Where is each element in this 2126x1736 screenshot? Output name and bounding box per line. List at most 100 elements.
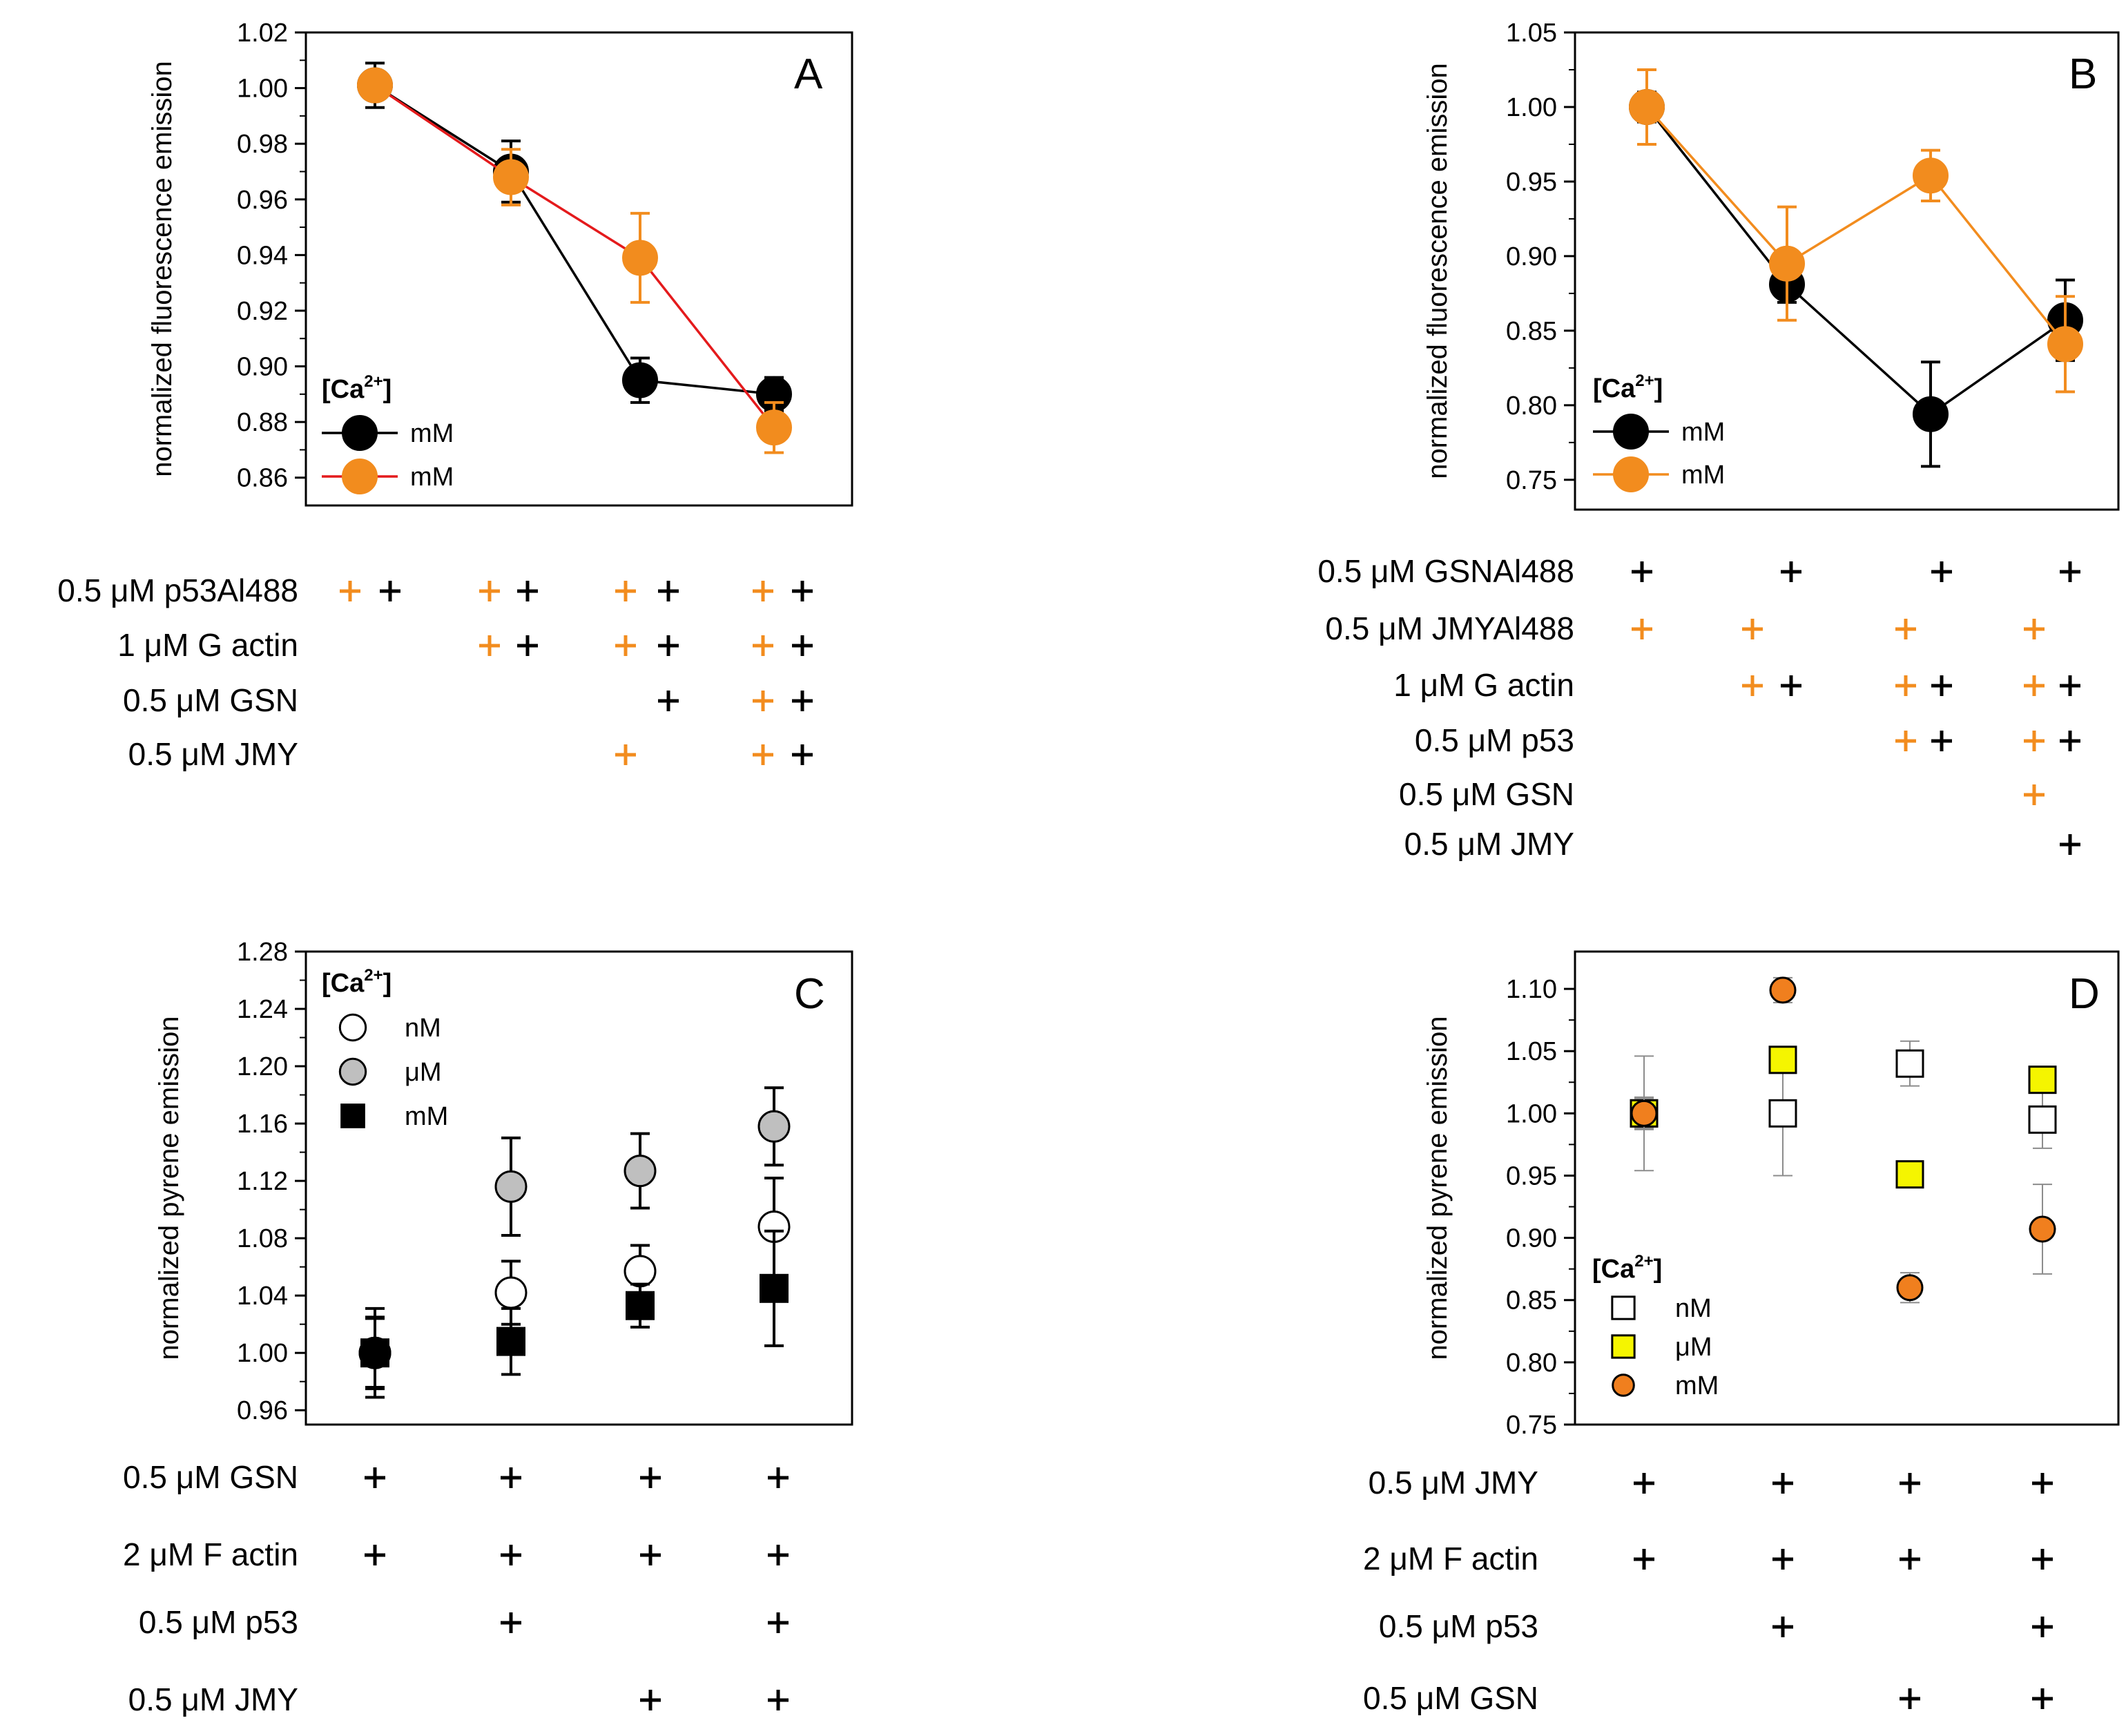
y-axis-label: normalized pyrene emission [1422, 1016, 1453, 1360]
data-point [2028, 1065, 2057, 1094]
y-tick-label: 1.20 [237, 1052, 288, 1081]
series-line-1 [374, 84, 775, 429]
data-point [1913, 396, 1949, 432]
data-point [496, 1327, 525, 1356]
panel-A: 0.86 0.88 0.90 0.92 0.94 0.96 0.98 1.00 1.02 norm… [57, 19, 853, 772]
y-tick-label: 0.90 [1506, 242, 1557, 271]
y-tick-label: 0.98 [237, 130, 288, 159]
data-point [360, 1338, 389, 1368]
data-point [340, 1103, 365, 1128]
legend-label: mM [405, 1102, 448, 1131]
data-point [2028, 1105, 2057, 1134]
y-tick-label: 0.85 [1506, 1286, 1557, 1315]
y-tick-label: 1.12 [237, 1167, 288, 1196]
plot-frame [1574, 31, 2120, 511]
plot-frame [1574, 950, 2120, 1426]
data-point [622, 240, 658, 276]
panel-letter: C [794, 970, 825, 1018]
data-point [357, 67, 393, 104]
data-point [338, 1013, 367, 1042]
condition-label: 0.5 μM p53 [1415, 722, 1574, 758]
y-tick-label: 1.00 [1506, 93, 1557, 122]
y-tick-label: 0.96 [237, 186, 288, 215]
legend-title-end: ] [1654, 374, 1663, 403]
data-point [1896, 1274, 1924, 1302]
data-point [1768, 1099, 1797, 1128]
data-point [1769, 245, 1805, 282]
y-tick-label: 0.80 [1506, 1349, 1557, 1378]
legend-label: mM [1681, 461, 1725, 490]
y-tick-label: 1.05 [1506, 19, 1557, 48]
data-point [1611, 1295, 1636, 1320]
data-point [1630, 1099, 1658, 1127]
data-point [622, 362, 658, 398]
y-axis-label: normalized fluorescence emission [1422, 63, 1453, 479]
data-point [1768, 1045, 1797, 1074]
y-tick-label: 0.90 [1506, 1224, 1557, 1253]
condition-label: 0.5 μM JMY [128, 736, 298, 772]
y-tick-label: 0.95 [1506, 168, 1557, 197]
legend-title-base: [Ca [322, 375, 365, 404]
legend-title-sup: 2+ [1634, 1252, 1653, 1271]
data-point [1613, 414, 1649, 450]
data-point [1913, 157, 1949, 194]
condition-label: 0.5 μM JMY [1369, 1465, 1538, 1501]
series-line-0 [374, 84, 775, 396]
condition-label: 2 μM F actin [123, 1536, 298, 1572]
condition-label: 0.5 μM GSN [123, 682, 298, 718]
data-point [494, 1276, 528, 1309]
y-tick-label: 1.24 [237, 995, 288, 1024]
condition-label: 0.5 μM GSN [1399, 776, 1574, 812]
plot-frame [305, 31, 853, 507]
legend-title: [Ca2+] [322, 372, 392, 404]
y-tick-label: 1.00 [1506, 1099, 1557, 1128]
y-tick-label: 0.75 [1506, 466, 1557, 495]
data-point [1611, 1334, 1636, 1359]
y-tick-label: 0.75 [1506, 1411, 1557, 1440]
y-tick-label: 1.08 [237, 1224, 288, 1253]
data-point [1612, 1373, 1635, 1397]
data-point [2029, 1215, 2056, 1243]
y-tick-label: 1.28 [237, 938, 288, 967]
data-point [342, 459, 378, 494]
panel-letter: A [794, 50, 823, 98]
y-tick-label: 1.10 [1506, 975, 1557, 1004]
legend: [Ca2+] mM mM [1593, 372, 1725, 492]
legend-title-end: ] [383, 969, 392, 998]
legend-title-end: ] [1654, 1255, 1663, 1284]
conditions: 0.5 μM GSNAl488 0.5 μM JMYAl488 1 μM G act… [1317, 553, 2080, 862]
conditions: 0.5 μM p53Al488 1 μM G actin 0.5 μM GSN 0.5… [57, 572, 813, 772]
legend-label: μM [405, 1058, 442, 1087]
legend-title: [Ca2+] [322, 966, 392, 998]
panel-letter: B [2069, 50, 2097, 98]
condition-label: 0.5 μM GSNAl488 [1317, 553, 1574, 589]
legend: [Ca2+] nM μM mM [1592, 1252, 1719, 1400]
legend-label: mM [410, 419, 454, 448]
y-tick-label: 0.90 [237, 353, 288, 382]
y-tick-label: 1.04 [237, 1282, 288, 1311]
y-tick-label: 0.86 [237, 464, 288, 493]
y-tick-label: 0.85 [1506, 317, 1557, 346]
data-point [624, 1255, 657, 1288]
y-tick-label: 1.16 [237, 1110, 288, 1139]
y-tick-label: 1.05 [1506, 1037, 1557, 1066]
data-point [338, 1057, 367, 1086]
data-point [1613, 456, 1649, 492]
condition-label: 1 μM G actin [117, 627, 298, 663]
y-tick-label: 1.00 [237, 1339, 288, 1368]
data-point [624, 1155, 657, 1188]
condition-label: 0.5 μM p53 [139, 1604, 298, 1640]
y-tick-label: 0.94 [237, 241, 288, 270]
data-point [1769, 976, 1797, 1004]
legend-label: μM [1675, 1333, 1712, 1362]
condition-label: 0.5 μM JMYAl488 [1325, 610, 1574, 646]
legend-title-base: [Ca [1592, 1255, 1635, 1284]
legend-title: [Ca2+] [1592, 1252, 1662, 1284]
condition-label: 0.5 μM JMY [128, 1681, 298, 1717]
legend-title-end: ] [383, 375, 392, 404]
y-tick-label: 1.00 [237, 75, 288, 104]
condition-label: 0.5 μM p53 [1379, 1608, 1538, 1644]
y-axis-label: normalized fluorescence emission [147, 61, 177, 477]
legend: [Ca2+] nM μM mM [322, 966, 448, 1131]
